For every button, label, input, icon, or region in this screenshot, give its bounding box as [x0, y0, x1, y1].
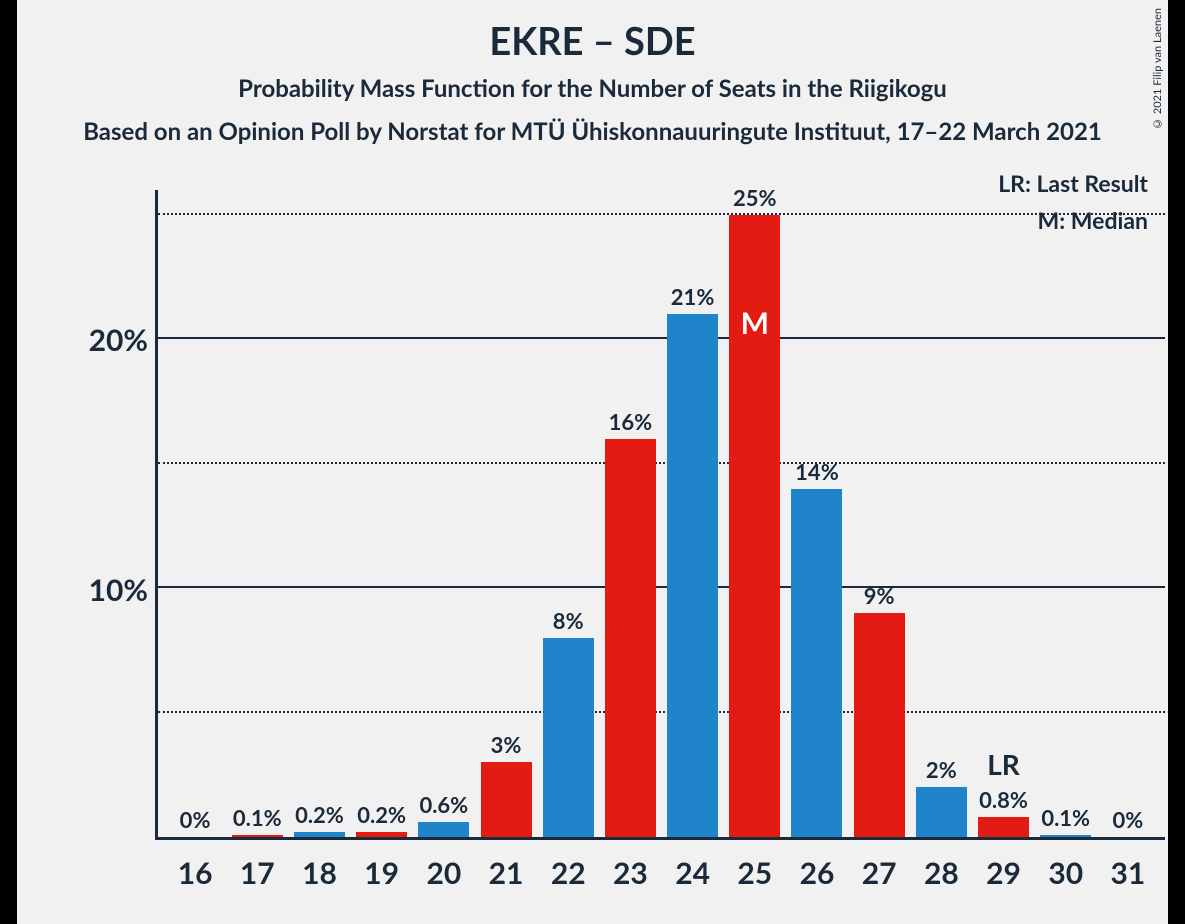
bar-rect: 0.1%	[232, 835, 283, 837]
bar-rect: 8%	[543, 638, 594, 837]
bar-value-label: 0.1%	[233, 804, 282, 831]
x-axis-label: 19	[364, 855, 399, 891]
bar-value-label: 16%	[609, 408, 653, 435]
bar-rect: 16%	[605, 439, 656, 837]
y-axis-label: 20%	[89, 322, 148, 358]
bar-value-label: 0%	[1112, 806, 1143, 833]
bar-rect: 21%	[667, 314, 718, 837]
x-axis-label: 27	[862, 855, 897, 891]
bar-19: 0.2%19	[351, 190, 413, 837]
y-axis-label: 10%	[89, 572, 148, 608]
chart-title: EKRE – SDE	[17, 0, 1168, 64]
median-marker: M	[741, 305, 769, 341]
x-axis-label: 31	[1111, 855, 1146, 891]
bar-rect: 0.2%	[356, 832, 407, 837]
chart-subtitle: Probability Mass Function for the Number…	[17, 74, 1168, 103]
bar-30: 0.1%30	[1035, 190, 1097, 837]
copyright-text: © 2021 Filip van Laenen	[1151, 8, 1164, 130]
bar-value-label: 0%	[180, 806, 211, 833]
bar-rect: 0.2%	[294, 832, 345, 837]
bar-value-label: 25%	[733, 184, 777, 211]
bars-container: 0%160.1%170.2%180.2%190.6%203%218%2216%2…	[158, 190, 1165, 837]
bar-rect: 0.8%	[978, 817, 1029, 837]
bar-21: 3%21	[475, 190, 537, 837]
bar-value-label: 8%	[553, 607, 584, 634]
bar-29: 0.8%LR29	[972, 190, 1034, 837]
bar-27: 9%27	[848, 190, 910, 837]
x-axis-label: 24	[675, 855, 710, 891]
bar-23: 16%23	[599, 190, 661, 837]
chart-source: Based on an Opinion Poll by Norstat for …	[17, 117, 1168, 146]
bar-24: 21%24	[662, 190, 724, 837]
x-axis-label: 20	[426, 855, 461, 891]
x-axis-label: 22	[551, 855, 586, 891]
bar-value-label: 0.2%	[295, 801, 344, 828]
x-axis-label: 21	[489, 855, 524, 891]
bar-value-label: 21%	[671, 283, 715, 310]
x-axis-label: 25	[737, 855, 772, 891]
bar-26: 14%26	[786, 190, 848, 837]
bar-rect: 14%	[791, 489, 842, 837]
bar-20: 0.6%20	[413, 190, 475, 837]
bar-rect: 0.1%	[1040, 835, 1091, 837]
plot-area: 0%160.1%170.2%180.2%190.6%203%218%2216%2…	[155, 190, 1165, 840]
bar-rect: 9%	[854, 613, 905, 837]
x-axis-label: 29	[986, 855, 1021, 891]
bar-value-label: 3%	[491, 731, 522, 758]
chart-canvas: © 2021 Filip van Laenen EKRE – SDE Proba…	[17, 0, 1168, 924]
last-result-marker: LR	[987, 747, 1020, 781]
bar-value-label: 14%	[795, 458, 839, 485]
bar-22: 8%22	[537, 190, 599, 837]
x-axis-label: 17	[240, 855, 275, 891]
x-axis-label: 26	[800, 855, 835, 891]
bar-rect: 25%M	[729, 215, 780, 837]
bar-31: 0%31	[1097, 190, 1159, 837]
x-axis-label: 16	[178, 855, 213, 891]
x-axis-label: 28	[924, 855, 959, 891]
bar-rect: 2%	[916, 787, 967, 837]
x-axis-label: 30	[1048, 855, 1083, 891]
bar-28: 2%28	[910, 190, 972, 837]
bar-17: 0.1%17	[226, 190, 288, 837]
bar-value-label: 9%	[864, 582, 895, 609]
x-axis-label: 18	[302, 855, 337, 891]
bar-18: 0.2%18	[288, 190, 350, 837]
bar-value-label: 0.2%	[357, 801, 406, 828]
bar-value-label: 0.8%	[979, 786, 1028, 813]
bar-rect: 0.6%	[418, 822, 469, 837]
bar-value-label: 0.6%	[419, 791, 468, 818]
bar-16: 0%16	[164, 190, 226, 837]
bar-value-label: 0.1%	[1041, 804, 1090, 831]
bar-value-label: 2%	[926, 756, 957, 783]
bar-rect: 3%	[481, 762, 532, 837]
x-axis-label: 23	[613, 855, 648, 891]
bar-25: 25%M25	[724, 190, 786, 837]
